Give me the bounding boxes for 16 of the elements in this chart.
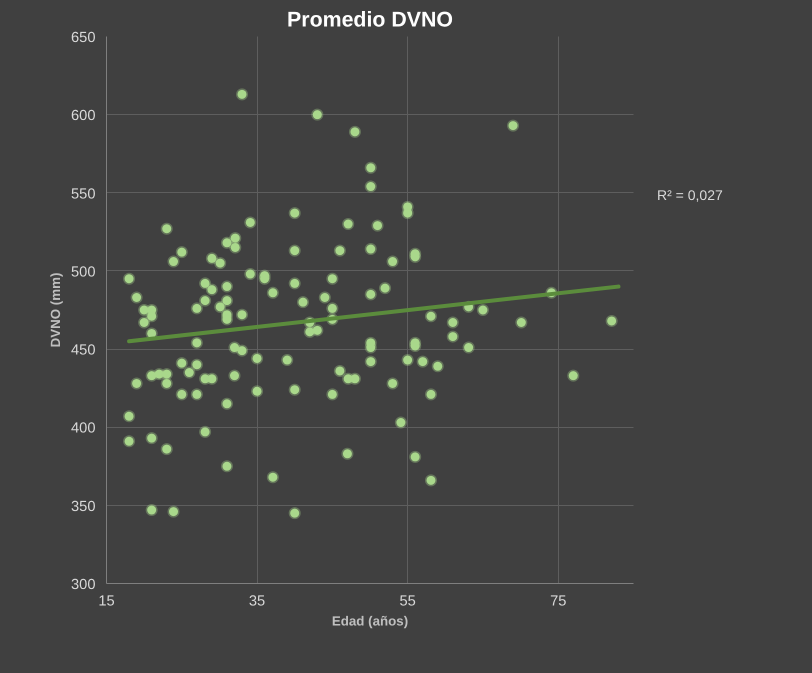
- chart-title: Promedio DVNO: [287, 8, 453, 32]
- y-tick-label: 550: [71, 186, 96, 202]
- y-tick-label: 450: [71, 342, 96, 359]
- x-tick-label: 75: [550, 594, 566, 610]
- x-axis-title: Edad (años): [332, 614, 408, 628]
- y-tick-label: 300: [71, 577, 96, 593]
- x-tick-label: 55: [399, 594, 416, 610]
- x-tick-label: 15: [98, 594, 115, 610]
- y-tick-label: 650: [71, 30, 96, 46]
- x-tick-label: 35: [248, 594, 266, 610]
- y-tick-label: 500: [71, 264, 96, 280]
- y-tick-label: 600: [71, 108, 96, 124]
- y-tick-label: 400: [71, 420, 96, 437]
- text: R² = 0,027: [657, 186, 723, 205]
- y-axis-title: DVNO (mm): [48, 272, 64, 348]
- y-tick-label: 350: [71, 498, 96, 515]
